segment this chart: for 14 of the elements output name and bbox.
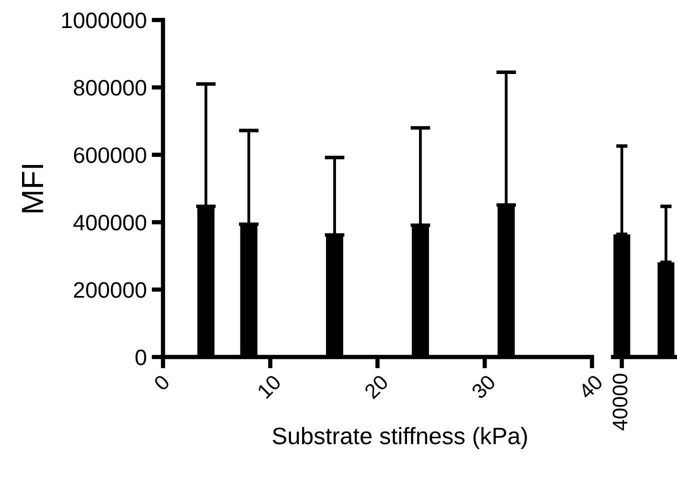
y-axis-title: MFI <box>22 165 44 212</box>
x-tick-label: 40 <box>578 374 604 400</box>
x-tick-label: 10 <box>256 374 282 400</box>
y-tick-label: 200000 <box>74 282 146 298</box>
y-tick-label: 400000 <box>73 214 146 230</box>
x-axis-title: Substrate stiffness (kPa) <box>272 426 527 449</box>
x-tick-label: 30 <box>470 374 496 400</box>
y-tick-label: 800000 <box>74 80 146 96</box>
x-tick-label: 0 <box>153 374 170 392</box>
y-tick-label: 600000 <box>74 147 146 164</box>
x-tick-label: 20 <box>364 374 390 400</box>
x-tick-label: 40000 <box>612 374 628 430</box>
y-tick-label: 1000000 <box>62 12 146 28</box>
y-tick-label: 0 <box>136 350 146 366</box>
